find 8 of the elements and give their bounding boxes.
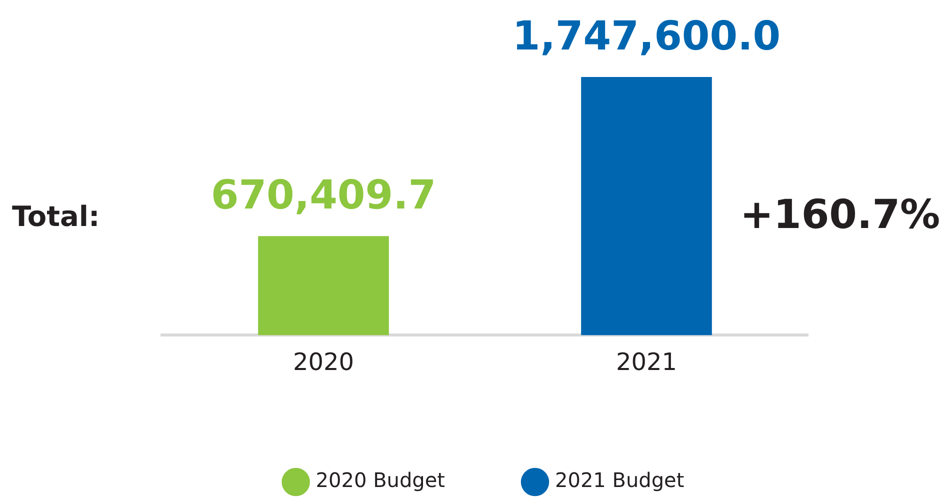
data-label: 1,747,600.0	[512, 13, 781, 60]
text: Total:	[12, 200, 100, 233]
legend-label: 2020 Budget	[316, 468, 446, 492]
x-tick-label: 2021	[616, 348, 678, 376]
legend-label: 2021 Budget	[555, 468, 684, 492]
annotation: +160.7%	[740, 192, 940, 238]
x-tick-label: 2020	[292, 348, 354, 376]
data-label: 670,409.7	[210, 172, 436, 219]
